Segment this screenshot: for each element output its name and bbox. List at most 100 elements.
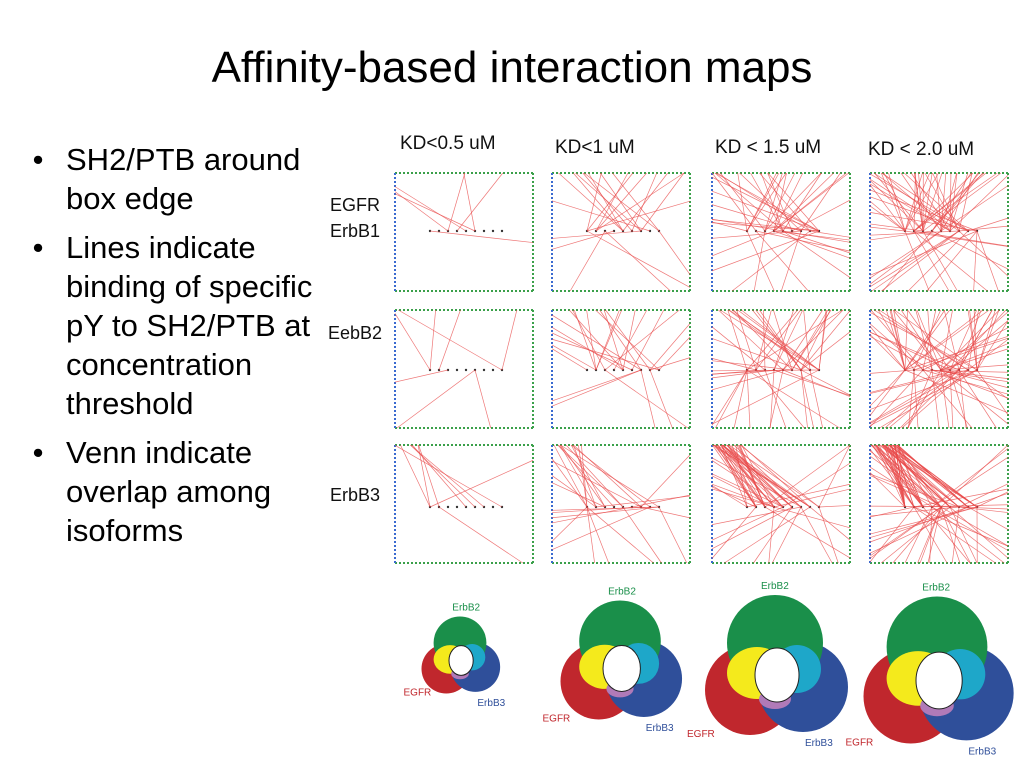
- venn-label-erbb2: ErbB2: [452, 603, 480, 614]
- interaction-line: [973, 230, 978, 292]
- interaction-line: [940, 444, 1009, 508]
- interaction-line: [640, 454, 691, 508]
- interaction-line: [880, 506, 951, 564]
- interaction-line: [474, 369, 492, 429]
- bullet-dot: •: [32, 230, 44, 265]
- row-label: ErbB1: [330, 221, 381, 241]
- venn-label-erbb3: ErbB3: [805, 738, 833, 749]
- venn-label-erbb2: ErbB2: [608, 587, 636, 598]
- interaction-line: [892, 444, 978, 508]
- interaction-line: [551, 326, 624, 371]
- interaction-line: [931, 448, 1009, 508]
- interaction-line: [658, 506, 688, 564]
- interaction-line: [940, 185, 1009, 232]
- interaction-map-panel: [869, 172, 1009, 292]
- interaction-line: [943, 309, 960, 371]
- interaction-line: [613, 309, 648, 371]
- interaction-line: [931, 457, 1009, 508]
- interaction-line: [726, 444, 784, 508]
- bullet-dot: •: [32, 435, 44, 470]
- venn-label-egfr: EGFR: [687, 729, 715, 740]
- interaction-line: [551, 460, 642, 508]
- interaction-line: [958, 230, 1009, 277]
- interaction-line: [551, 344, 597, 371]
- interaction-line: [764, 369, 787, 429]
- interaction-line: [572, 172, 624, 232]
- interaction-line: [649, 357, 691, 371]
- interaction-line: [640, 172, 685, 232]
- interaction-line: [588, 172, 624, 232]
- bullet-item: • SH2/PTB around box edge: [28, 140, 338, 218]
- interaction-line: [894, 444, 906, 508]
- interaction-line: [869, 448, 915, 508]
- interaction-line: [568, 309, 624, 371]
- interaction-line: [773, 172, 787, 232]
- interaction-line: [922, 172, 933, 232]
- interaction-map-panel: [394, 309, 534, 429]
- interaction-line: [869, 506, 978, 538]
- interaction-line: [631, 172, 658, 232]
- interaction-line: [922, 506, 971, 564]
- interaction-line: [586, 506, 654, 564]
- interaction-line: [869, 183, 951, 232]
- venn-label-egfr: EGFR: [404, 688, 432, 699]
- interaction-line: [768, 506, 775, 564]
- interaction-line: [731, 309, 811, 371]
- interaction-line: [604, 230, 671, 292]
- interaction-line: [595, 172, 685, 232]
- interaction-line: [878, 309, 915, 371]
- interaction-line: [595, 495, 691, 508]
- interaction-line: [604, 309, 680, 371]
- interaction-line: [875, 444, 915, 508]
- bullet-text: SH2/PTB around box edge: [66, 142, 301, 216]
- interaction-line: [551, 369, 642, 407]
- interaction-line: [893, 444, 915, 508]
- interaction-line: [931, 506, 1009, 551]
- interaction-line: [782, 462, 851, 508]
- interaction-line: [714, 172, 784, 232]
- interaction-line: [940, 364, 1009, 371]
- venn-diagram: ErbB2 EGFR ErbB3: [543, 587, 683, 734]
- venn-diagram: ErbB2 EGFR ErbB3: [404, 603, 506, 709]
- interaction-line: [976, 320, 1009, 371]
- interaction-line: [622, 172, 668, 232]
- interaction-line: [818, 445, 851, 508]
- interaction-line: [869, 230, 960, 236]
- interaction-line: [586, 309, 597, 371]
- interaction-line: [711, 369, 748, 426]
- interaction-line: [447, 172, 466, 232]
- interaction-line: [746, 369, 840, 429]
- interaction-line: [913, 506, 1009, 547]
- interaction-line: [818, 505, 851, 508]
- interaction-line: [869, 506, 942, 557]
- interaction-line: [658, 230, 691, 275]
- bullet-item: • Venn indicate overlap among isoforms: [28, 433, 338, 550]
- interaction-line: [896, 444, 924, 508]
- interaction-line: [753, 506, 793, 564]
- interaction-line: [773, 172, 834, 232]
- interaction-line: [711, 219, 820, 232]
- column-label: KD < 2.0 uM: [868, 139, 975, 160]
- interaction-line: [967, 217, 1009, 232]
- interaction-line: [417, 444, 431, 508]
- interaction-line: [976, 491, 1009, 508]
- interaction-line: [711, 230, 775, 257]
- interaction-line: [394, 445, 503, 508]
- interaction-line: [551, 458, 588, 508]
- interaction-line: [631, 309, 665, 371]
- interaction-line: [913, 369, 919, 429]
- interaction-map-panel: [551, 444, 691, 564]
- venn-label-erbb3: ErbB3: [968, 746, 996, 757]
- interaction-line: [463, 172, 476, 232]
- interaction-line: [759, 309, 802, 371]
- interaction-line: [573, 444, 597, 508]
- interaction-line: [560, 444, 660, 508]
- py-site-dot: [446, 505, 450, 509]
- interaction-line: [940, 348, 1009, 371]
- column-label: KD < 1.5 uM: [715, 137, 822, 158]
- interaction-line: [913, 172, 974, 232]
- venn-center-overlap: [915, 651, 963, 710]
- interaction-line: [720, 172, 766, 232]
- interaction-line: [717, 444, 766, 508]
- interaction-line: [773, 506, 851, 529]
